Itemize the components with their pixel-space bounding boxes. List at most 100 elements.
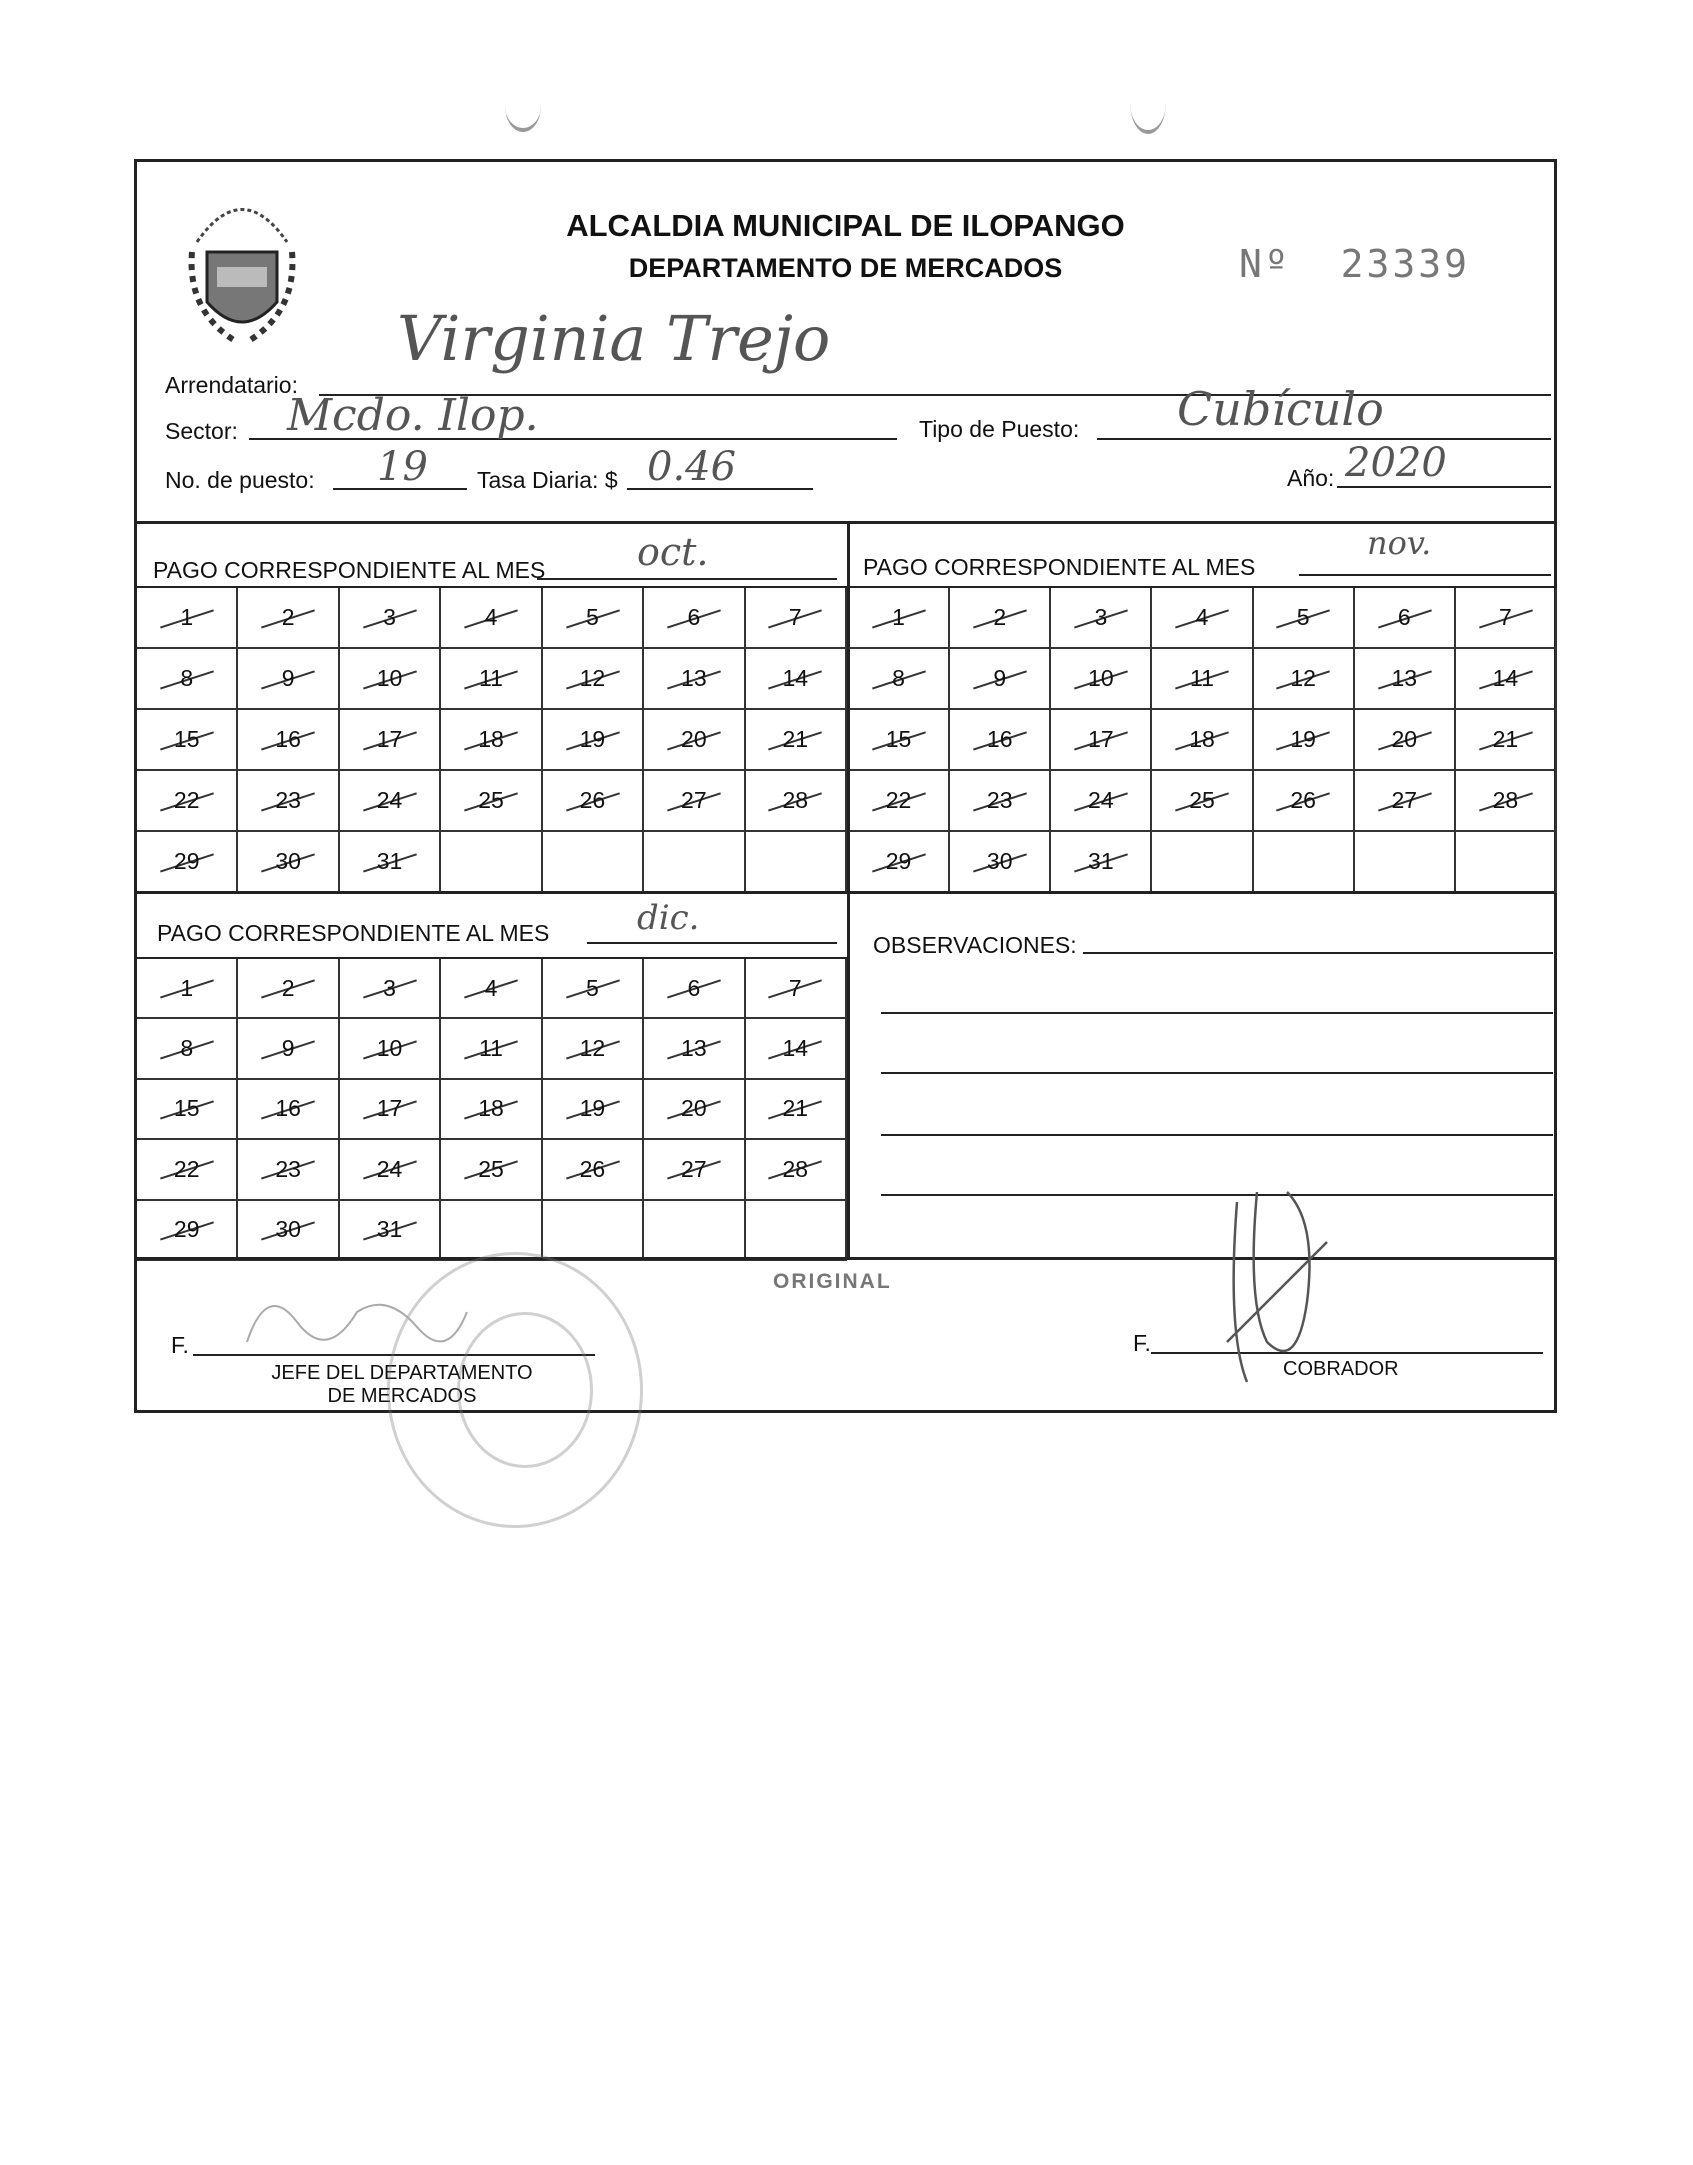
day-number: 26 bbox=[1290, 787, 1316, 813]
day-cell-november: 12 bbox=[1253, 649, 1355, 710]
day-number: 24 bbox=[376, 1155, 403, 1182]
day-cell-november: 9 bbox=[950, 649, 1052, 710]
day-number: 31 bbox=[1088, 848, 1114, 874]
day-cell-october: 4 bbox=[441, 588, 543, 649]
empty-cell bbox=[745, 832, 847, 893]
day-number: 9 bbox=[281, 1035, 295, 1062]
empty-cell bbox=[542, 1200, 645, 1261]
day-cell-october: 24 bbox=[339, 771, 442, 832]
day-cell-november: 31 bbox=[1051, 832, 1153, 893]
day-cell-december: 13 bbox=[644, 1019, 746, 1080]
day-cell-november: 23 bbox=[950, 771, 1052, 832]
day-cell-october: 13 bbox=[644, 649, 746, 710]
day-number: 18 bbox=[478, 726, 504, 752]
day-cell-december: 11 bbox=[441, 1019, 543, 1080]
day-number: 14 bbox=[782, 1035, 809, 1062]
day-number: 28 bbox=[782, 787, 809, 813]
tipo-label: Tipo de Puesto: bbox=[919, 416, 1080, 442]
original-label: ORIGINAL bbox=[773, 1270, 892, 1293]
empty-cell bbox=[1354, 832, 1456, 893]
day-cell-october: 20 bbox=[644, 710, 746, 771]
day-number: 16 bbox=[275, 1095, 301, 1122]
day-cell-december: 19 bbox=[542, 1079, 645, 1141]
day-number: 20 bbox=[681, 726, 707, 752]
day-cell-november: 5 bbox=[1253, 588, 1355, 649]
day-cell-november: 8 bbox=[849, 649, 951, 710]
day-number: 9 bbox=[281, 665, 295, 691]
day-number: 3 bbox=[383, 974, 396, 1001]
day-cell-october: 5 bbox=[542, 588, 645, 649]
divider bbox=[137, 891, 1554, 894]
day-number: 3 bbox=[383, 604, 396, 630]
day-grid-november: 1 2 3 4 5 6 7 8 9 10 11 12 13 14 15 16 17 18 19 20 21 22 23 24 2… bbox=[849, 586, 1557, 893]
day-cell-december: 27 bbox=[644, 1140, 746, 1201]
day-number: 25 bbox=[1189, 787, 1215, 813]
puesto-label: No. de puesto: bbox=[165, 467, 315, 493]
day-number: 8 bbox=[180, 1035, 194, 1062]
month-oct-value: oct. bbox=[637, 530, 709, 574]
day-cell-december: 7 bbox=[745, 959, 847, 1020]
day-cell-october: 12 bbox=[542, 649, 645, 710]
empty-cell bbox=[542, 832, 645, 893]
day-number: 10 bbox=[376, 665, 403, 691]
day-number: 9 bbox=[993, 665, 1007, 691]
month-nov-line bbox=[1299, 574, 1551, 576]
day-number: 26 bbox=[579, 1155, 606, 1182]
official-stamp bbox=[387, 1252, 643, 1528]
day-number: 27 bbox=[1391, 787, 1418, 813]
official-stamp-inner bbox=[457, 1312, 593, 1468]
day-cell-november: 10 bbox=[1051, 649, 1153, 710]
month-dic-label: PAGO CORRESPONDIENTE AL MES bbox=[157, 920, 550, 946]
day-cell-november: 21 bbox=[1455, 710, 1557, 771]
day-number: 24 bbox=[1088, 787, 1114, 813]
day-cell-october: 18 bbox=[441, 710, 543, 771]
day-number: 18 bbox=[1189, 726, 1215, 752]
day-number: 23 bbox=[986, 787, 1013, 813]
month-nov-value: nov. bbox=[1367, 524, 1432, 562]
day-number: 22 bbox=[173, 1155, 200, 1182]
tipo-value: Cubículo bbox=[1177, 382, 1384, 436]
day-number: 18 bbox=[478, 1095, 504, 1122]
day-cell-october: 29 bbox=[137, 832, 239, 893]
day-grid-december: 1 2 3 4 5 6 7 8 9 10 11 12 13 14 15 16 17 18 19 20 21 22 23 24 2… bbox=[137, 957, 847, 1261]
signature-f-right: F. bbox=[1133, 1330, 1151, 1356]
sector-line bbox=[249, 438, 897, 440]
day-number: 27 bbox=[681, 1155, 707, 1182]
empty-cell bbox=[1152, 832, 1254, 893]
day-number: 30 bbox=[986, 848, 1013, 874]
day-cell-december: 18 bbox=[441, 1079, 543, 1141]
day-number: 14 bbox=[782, 665, 809, 691]
day-number: 7 bbox=[1499, 604, 1512, 630]
day-number: 13 bbox=[681, 665, 707, 691]
day-number: 23 bbox=[275, 1155, 301, 1182]
day-cell-october: 3 bbox=[339, 588, 442, 649]
day-cell-november: 16 bbox=[950, 710, 1052, 771]
sector-value: Mcdo. Ilop. bbox=[287, 390, 539, 441]
day-number: 14 bbox=[1492, 665, 1519, 691]
signature-f-left: F. bbox=[171, 1332, 189, 1358]
day-number: 11 bbox=[479, 1035, 503, 1062]
puesto-value: 19 bbox=[377, 444, 428, 490]
day-number: 21 bbox=[782, 726, 809, 752]
observaciones-line bbox=[881, 1012, 1553, 1014]
day-cell-november: 6 bbox=[1354, 588, 1456, 649]
observaciones-line bbox=[881, 1134, 1553, 1136]
day-cell-november: 4 bbox=[1152, 588, 1254, 649]
day-number: 13 bbox=[1391, 665, 1418, 691]
day-cell-october: 22 bbox=[137, 771, 239, 832]
day-number: 29 bbox=[173, 848, 200, 874]
day-cell-november: 15 bbox=[849, 710, 951, 771]
day-number: 30 bbox=[275, 848, 301, 874]
day-number: 1 bbox=[892, 604, 905, 630]
day-cell-december: 17 bbox=[339, 1079, 442, 1141]
day-number: 2 bbox=[281, 604, 295, 630]
day-number: 19 bbox=[1290, 726, 1316, 752]
day-number: 30 bbox=[275, 1216, 301, 1243]
month-oct-line bbox=[537, 578, 837, 580]
day-number: 26 bbox=[579, 787, 606, 813]
day-cell-november: 20 bbox=[1354, 710, 1456, 771]
day-cell-october: 8 bbox=[137, 649, 239, 710]
day-cell-december: 22 bbox=[137, 1140, 239, 1201]
day-number: 25 bbox=[478, 787, 504, 813]
day-cell-december: 6 bbox=[644, 959, 746, 1020]
